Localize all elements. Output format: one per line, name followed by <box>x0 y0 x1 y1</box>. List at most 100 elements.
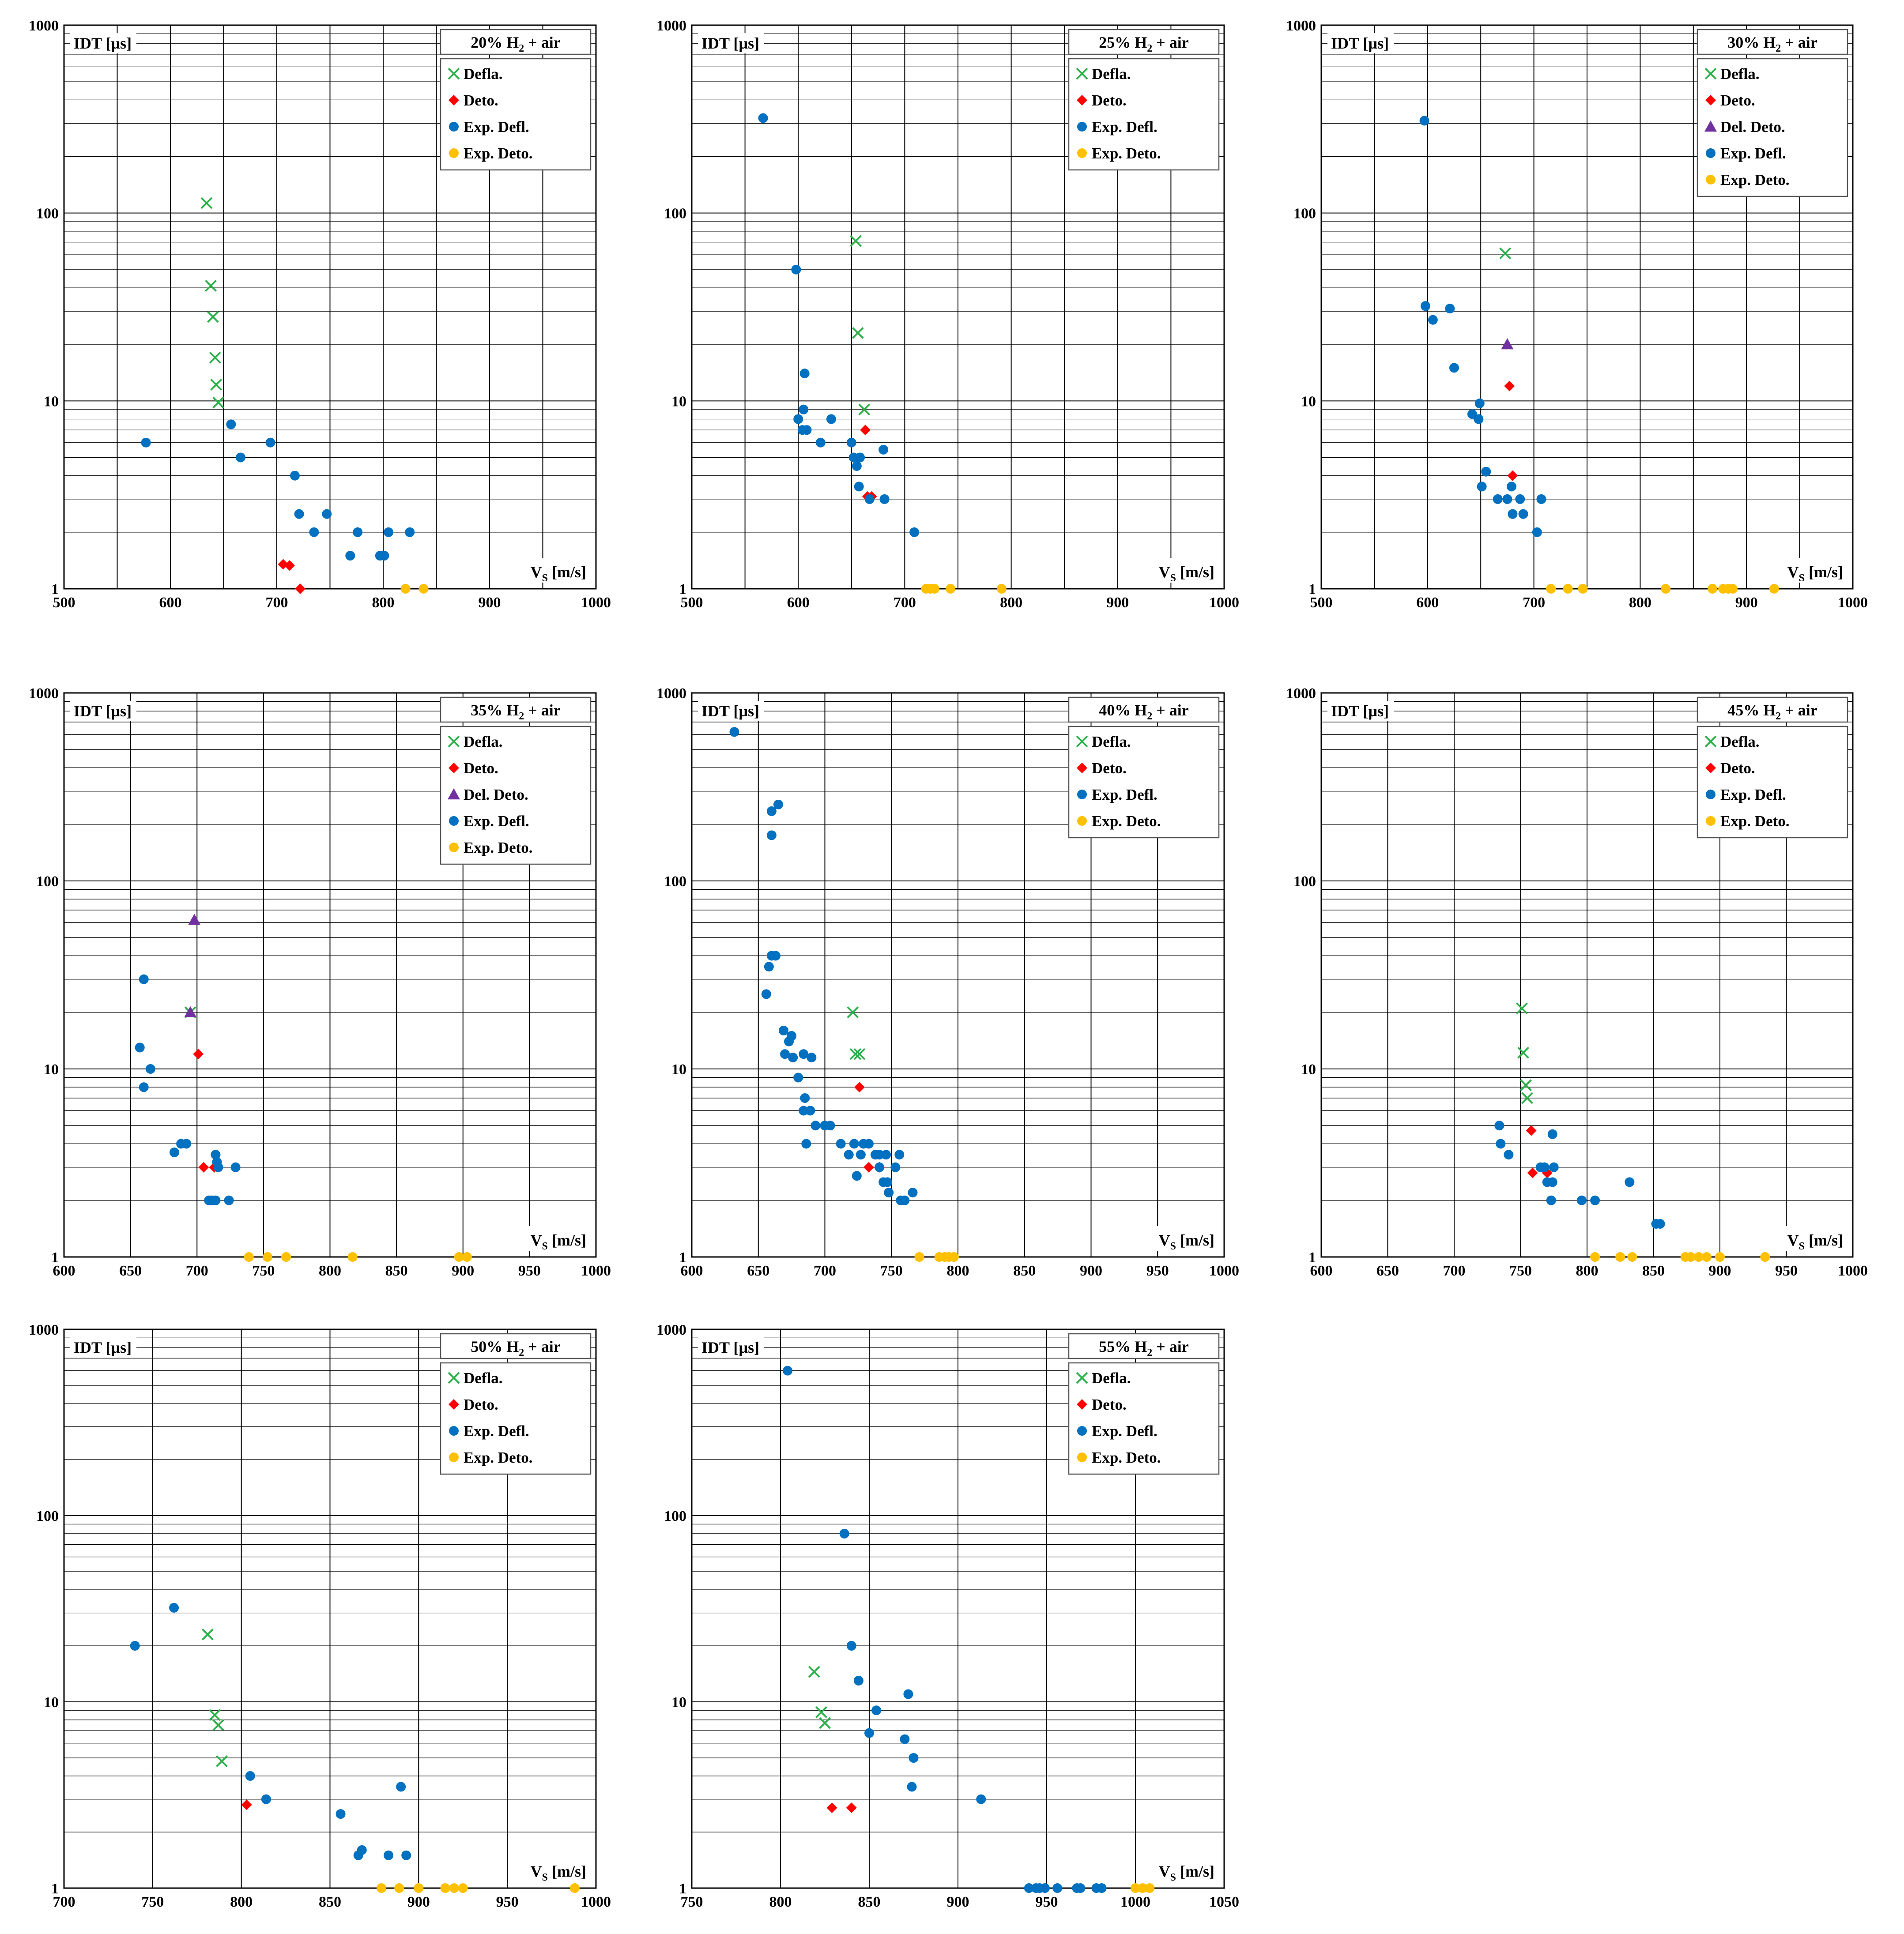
data-point <box>139 1082 149 1092</box>
data-point <box>1708 584 1718 594</box>
data-point <box>261 1794 271 1804</box>
x-tick-label: 700 <box>1523 594 1545 611</box>
data-point <box>181 1139 192 1149</box>
legend-marker <box>449 763 459 773</box>
y-tick-label: 10 <box>671 1061 686 1078</box>
data-point <box>929 584 939 594</box>
data-points <box>1419 116 1779 594</box>
chart-title-box <box>440 1333 592 1359</box>
data-point <box>1532 527 1542 537</box>
ylabel-background <box>1327 701 1394 721</box>
y-tick-label: 100 <box>664 206 686 222</box>
ylabel-background <box>698 33 764 53</box>
gridlines <box>64 1329 596 1888</box>
legend-item: Exp. Deto. <box>1706 171 1790 188</box>
legend-marker <box>1705 95 1716 105</box>
legend-label: Deto. <box>464 1396 498 1413</box>
y-tick-label: 1 <box>51 581 59 598</box>
x-tick-label: 750 <box>681 1894 703 1910</box>
data-point <box>949 1252 959 1262</box>
legend-item: Exp. Deto. <box>1077 813 1161 830</box>
legend-item: Deto. <box>1077 1396 1127 1413</box>
x-axis-label: VS [m/s] <box>1159 1863 1214 1883</box>
y-tick-label: 1000 <box>29 1322 59 1338</box>
data-point <box>135 1042 145 1053</box>
data-point <box>322 509 332 519</box>
series-exp-deto <box>1590 1252 1770 1262</box>
x-tick-label: 850 <box>1642 1263 1665 1279</box>
xlabel-background <box>517 1226 593 1251</box>
series-exp-deto <box>921 584 1007 594</box>
y-tick-label: 1 <box>679 1249 686 1266</box>
data-point <box>846 1802 857 1813</box>
data-point <box>400 584 411 594</box>
x-tick-label: 650 <box>1376 1263 1399 1279</box>
data-point <box>858 403 871 416</box>
data-point <box>946 584 956 594</box>
x-tick-label: 700 <box>186 1263 208 1279</box>
legend-box <box>1068 58 1220 171</box>
legend-item: Deto. <box>1077 760 1127 777</box>
data-point <box>846 1641 856 1651</box>
data-point <box>1527 1167 1538 1178</box>
legend-label: Exp. Defl. <box>464 813 529 830</box>
data-point <box>1501 338 1514 350</box>
data-point <box>1481 467 1491 477</box>
data-point <box>440 1883 450 1893</box>
data-point <box>793 414 803 424</box>
series-deto <box>826 1802 857 1813</box>
data-point <box>1496 1139 1506 1149</box>
legend-marker <box>1076 68 1088 80</box>
x-tick-label: 750 <box>252 1263 275 1279</box>
legend-marker <box>449 122 459 132</box>
data-point <box>188 914 201 925</box>
legend-marker <box>1077 790 1087 799</box>
legend-marker <box>1077 1399 1087 1410</box>
data-point <box>1493 494 1503 504</box>
data-point <box>1494 1121 1504 1131</box>
data-point <box>903 1689 913 1699</box>
legend-item: Exp. Defl. <box>1077 1422 1157 1440</box>
data-point <box>394 1883 404 1893</box>
x-tick-label: 700 <box>894 594 916 611</box>
x-tick-label: 500 <box>1310 594 1333 611</box>
y-tick-label: 10 <box>671 393 686 410</box>
legend-box <box>1068 1362 1220 1475</box>
data-point <box>295 583 306 594</box>
x-tick-label: 800 <box>230 1894 253 1910</box>
x-tick-label: 750 <box>880 1263 903 1279</box>
x-tick-label: 1000 <box>1838 594 1868 611</box>
x-tick-label: 700 <box>1443 1263 1466 1279</box>
ylabel-background <box>70 1337 136 1358</box>
legend: Defla. Deto. Exp. Defl. Exp. Deto. <box>440 1362 592 1475</box>
y-tick-label: 10 <box>1301 1061 1316 1078</box>
data-point <box>193 1049 204 1060</box>
legend-marker <box>448 1372 460 1384</box>
data-point <box>170 1148 180 1158</box>
data-point <box>1615 1252 1625 1262</box>
data-point <box>1521 1092 1533 1104</box>
x-axis-label: VS [m/s] <box>1787 1231 1843 1252</box>
x-axis-label: VS [m/s] <box>1159 563 1214 584</box>
chart-title-box <box>440 29 592 55</box>
series-exp-deto <box>400 584 429 594</box>
chart-title-box <box>440 696 592 723</box>
data-point <box>882 1177 893 1187</box>
data-point <box>773 799 783 809</box>
series-defla <box>847 1006 866 1060</box>
data-point <box>766 806 777 816</box>
data-point <box>213 1162 223 1172</box>
legend-item: Defla. <box>1704 733 1759 750</box>
data-point <box>1661 584 1671 594</box>
data-point <box>200 197 213 209</box>
data-point <box>1515 494 1525 504</box>
chart-title: 45% H2 + air <box>1727 701 1817 722</box>
x-tick-label: 700 <box>266 594 288 611</box>
data-point <box>357 1845 367 1855</box>
data-point <box>1502 494 1512 504</box>
x-tick-label: 600 <box>787 594 810 611</box>
chart-title-box <box>1697 696 1848 723</box>
data-point <box>788 1053 798 1063</box>
legend-item: Deto. <box>1077 92 1127 109</box>
